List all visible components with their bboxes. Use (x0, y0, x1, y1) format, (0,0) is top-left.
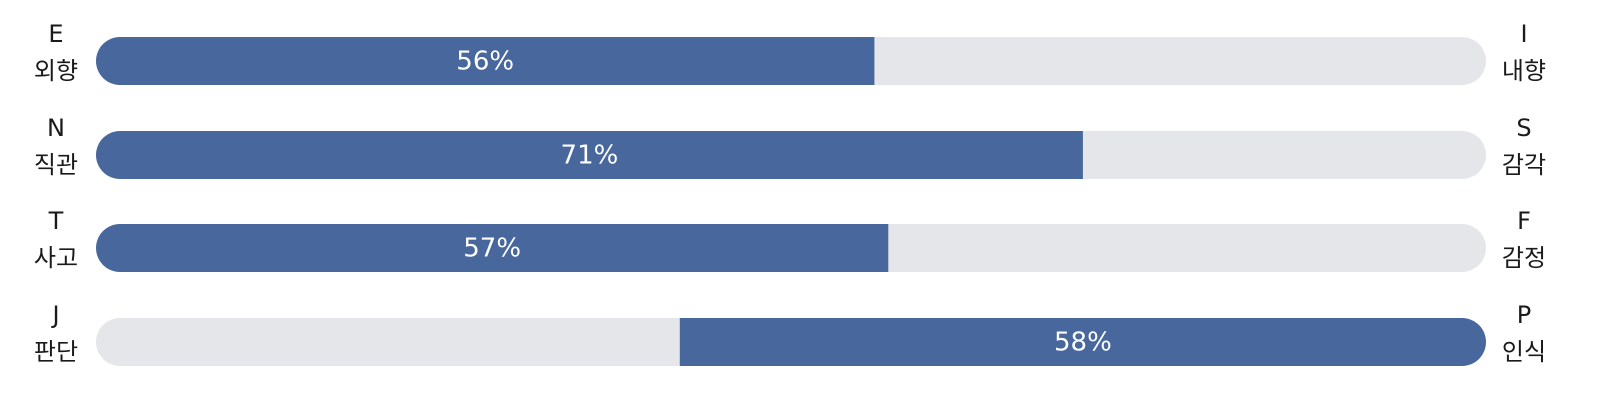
left-letter: N (47, 114, 65, 142)
right-letter: P (1517, 301, 1531, 329)
left-letter: J (50, 301, 59, 329)
right-name: 내향 (1502, 57, 1546, 85)
value-label: 58% (1054, 328, 1112, 358)
value-label: 57% (463, 234, 521, 264)
value-label: 56% (456, 47, 514, 77)
left-name: 사고 (34, 244, 78, 272)
right-letter: S (1516, 114, 1531, 142)
left-name: 외향 (34, 57, 78, 85)
right-name: 감각 (1502, 151, 1546, 179)
right-letter: F (1517, 207, 1531, 235)
left-name: 판단 (34, 338, 78, 366)
right-letter: I (1520, 20, 1527, 48)
left-name: 직관 (34, 151, 78, 179)
value-label: 71% (561, 141, 619, 171)
left-letter: T (48, 207, 64, 235)
bar (96, 224, 889, 272)
bar (679, 318, 1486, 366)
left-letter: E (48, 20, 63, 48)
bar (96, 131, 1083, 179)
bar (96, 37, 875, 85)
right-name: 감정 (1502, 244, 1546, 272)
right-name: 인식 (1502, 338, 1546, 366)
